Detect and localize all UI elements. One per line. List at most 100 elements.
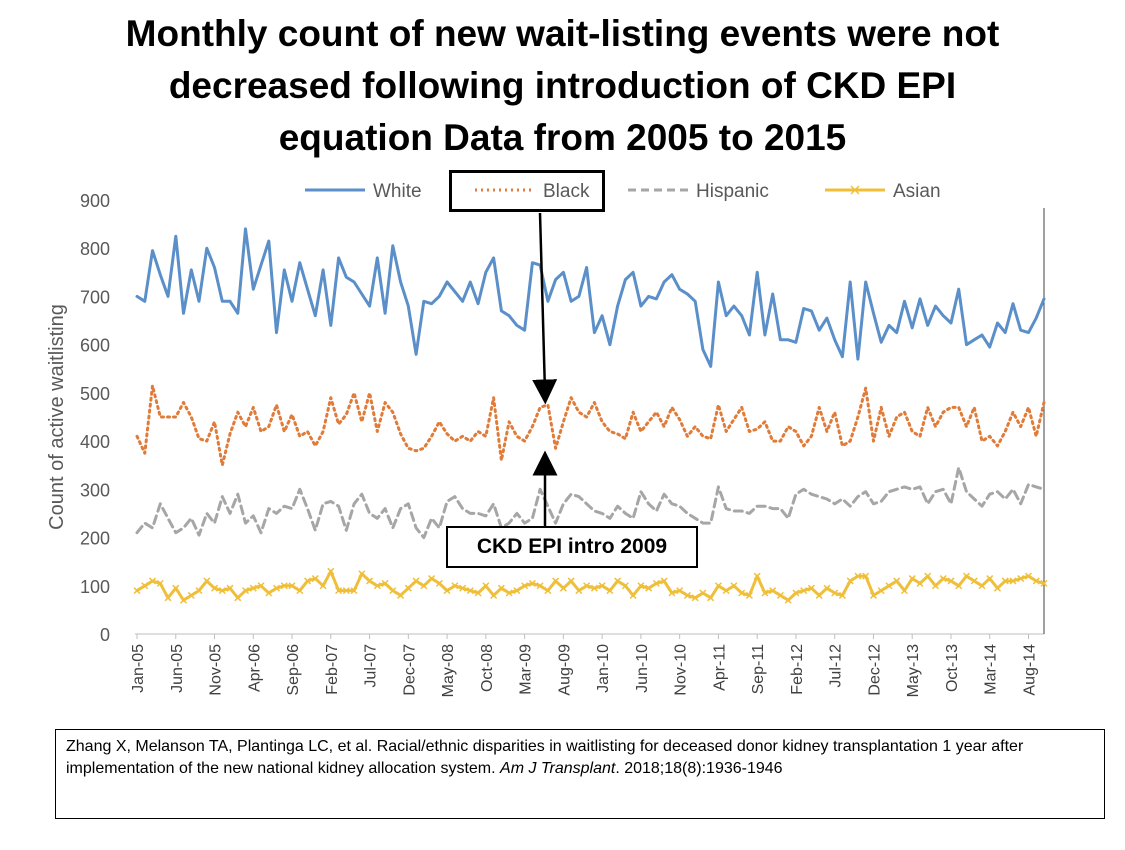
- series-marker-asian: [327, 567, 335, 575]
- series-marker-asian: [412, 577, 420, 585]
- ckd-epi-annotation-label: CKD EPI intro 2009: [446, 526, 698, 568]
- series-marker-asian: [366, 577, 374, 585]
- series-marker-asian: [482, 582, 490, 590]
- series-marker-asian: [1040, 579, 1048, 587]
- series-marker-asian: [172, 584, 180, 592]
- y-tick-label: 200: [80, 529, 110, 549]
- series-marker-asian: [148, 577, 157, 585]
- series-marker-asian: [505, 589, 513, 597]
- x-tick-label: Oct-08: [479, 644, 496, 692]
- series-marker-asian: [428, 575, 436, 583]
- series-marker-asian: [683, 591, 691, 599]
- series-marker-asian: [218, 587, 226, 595]
- series-marker-asian: [792, 589, 800, 597]
- series-marker-asian: [257, 582, 265, 590]
- series-marker-asian: [714, 582, 722, 590]
- x-tick-label: Sep-06: [285, 644, 302, 696]
- x-tick-label: Mar-14: [983, 644, 1000, 695]
- y-tick-label: 700: [80, 287, 110, 307]
- series-marker-asian: [203, 577, 211, 585]
- series-marker-asian: [187, 591, 195, 599]
- series-marker-asian: [722, 587, 730, 595]
- series-line-asian: [135, 569, 1046, 602]
- x-tick-label: Jul-07: [363, 644, 380, 688]
- y-axis-title: Count of active waitlisting: [46, 304, 68, 530]
- series-marker-asian: [241, 587, 250, 595]
- series-marker-asian: [280, 582, 288, 590]
- series-marker-asian: [598, 582, 606, 590]
- series-marker-asian: [466, 587, 474, 595]
- series-marker-asian: [490, 591, 498, 599]
- series-marker-asian: [389, 587, 397, 595]
- series-marker-asian: [397, 591, 405, 599]
- series-marker-asian: [931, 582, 940, 590]
- y-tick-label: 100: [80, 577, 110, 597]
- series-marker-asian: [373, 582, 381, 590]
- x-tick-label: Jul-12: [828, 644, 845, 688]
- series-marker-asian: [1009, 577, 1017, 585]
- series-marker-asian: [567, 577, 575, 585]
- x-tick-label: Aug-14: [1021, 644, 1038, 696]
- series-marker-asian: [885, 582, 893, 590]
- series-marker-asian: [815, 591, 823, 599]
- series-marker-asian: [304, 577, 312, 585]
- series-marker-asian: [544, 587, 552, 595]
- series-marker-asian: [745, 591, 753, 599]
- series-marker-asian: [846, 577, 854, 585]
- series-marker-asian: [141, 582, 149, 590]
- series-marker-asian: [908, 575, 916, 583]
- series-marker-asian: [552, 577, 560, 585]
- annotation-arrow-down: [532, 212, 558, 405]
- series-marker-asian: [536, 582, 544, 590]
- series-marker-asian: [924, 572, 932, 580]
- series-marker-asian: [800, 587, 808, 595]
- series-marker-asian: [668, 589, 676, 597]
- series-marker-asian: [769, 587, 777, 595]
- series-marker-asian: [265, 589, 273, 597]
- series-marker-asian: [435, 579, 443, 587]
- series-marker-asian: [311, 575, 319, 583]
- series-marker-asian: [838, 591, 846, 599]
- series-marker-asian: [226, 584, 234, 592]
- series-marker-asian: [978, 582, 986, 590]
- series-marker-asian: [862, 572, 870, 580]
- series-marker-asian: [528, 579, 536, 587]
- citation-text: Zhang X, Melanson TA, Plantinga LC, et a…: [66, 738, 1024, 777]
- citation-details: . 2018;18(8):1936-1946: [615, 760, 783, 777]
- y-tick-label: 300: [80, 480, 110, 500]
- series-marker-asian: [993, 584, 1002, 592]
- x-tick-label: Apr-11: [711, 644, 728, 691]
- x-tick-label: Mar-09: [518, 644, 535, 695]
- series-marker-asian: [916, 579, 924, 587]
- legend-label-white: White: [373, 181, 422, 202]
- series-marker-asian: [645, 584, 653, 592]
- y-tick-label: 600: [80, 336, 110, 356]
- series-line-black: [135, 384, 1046, 467]
- legend-label-asian: Asian: [893, 181, 941, 202]
- legend-marker-asian: [850, 185, 860, 195]
- series-marker-asian: [831, 589, 839, 597]
- x-tick-label: May-08: [440, 644, 457, 697]
- series-marker-asian: [296, 587, 304, 595]
- x-tick-label: Jun-05: [169, 644, 186, 693]
- legend-highlight-box: [449, 170, 605, 212]
- series-marker-asian: [358, 570, 366, 578]
- series-marker-asian: [652, 579, 660, 587]
- series-marker-asian: [575, 587, 583, 595]
- series-marker-asian: [730, 582, 738, 590]
- series-marker-asian: [497, 584, 505, 592]
- series-marker-asian: [629, 591, 637, 599]
- x-tick-label: Dec-07: [401, 644, 418, 696]
- series-marker-asian: [288, 582, 296, 590]
- series-marker-asian: [939, 575, 947, 583]
- series-marker-asian: [590, 584, 598, 592]
- series-marker-asian: [249, 584, 257, 592]
- x-tick-label: Jun-10: [634, 644, 651, 693]
- series-marker-asian: [342, 587, 350, 595]
- x-tick-label: Feb-07: [324, 644, 341, 695]
- series-marker-asian: [1017, 575, 1025, 583]
- title-line-1: Monthly count of new wait-listing events…: [125, 13, 1000, 54]
- series-marker-asian: [621, 582, 629, 590]
- series-marker-asian: [970, 577, 978, 585]
- series-marker-asian: [513, 587, 521, 595]
